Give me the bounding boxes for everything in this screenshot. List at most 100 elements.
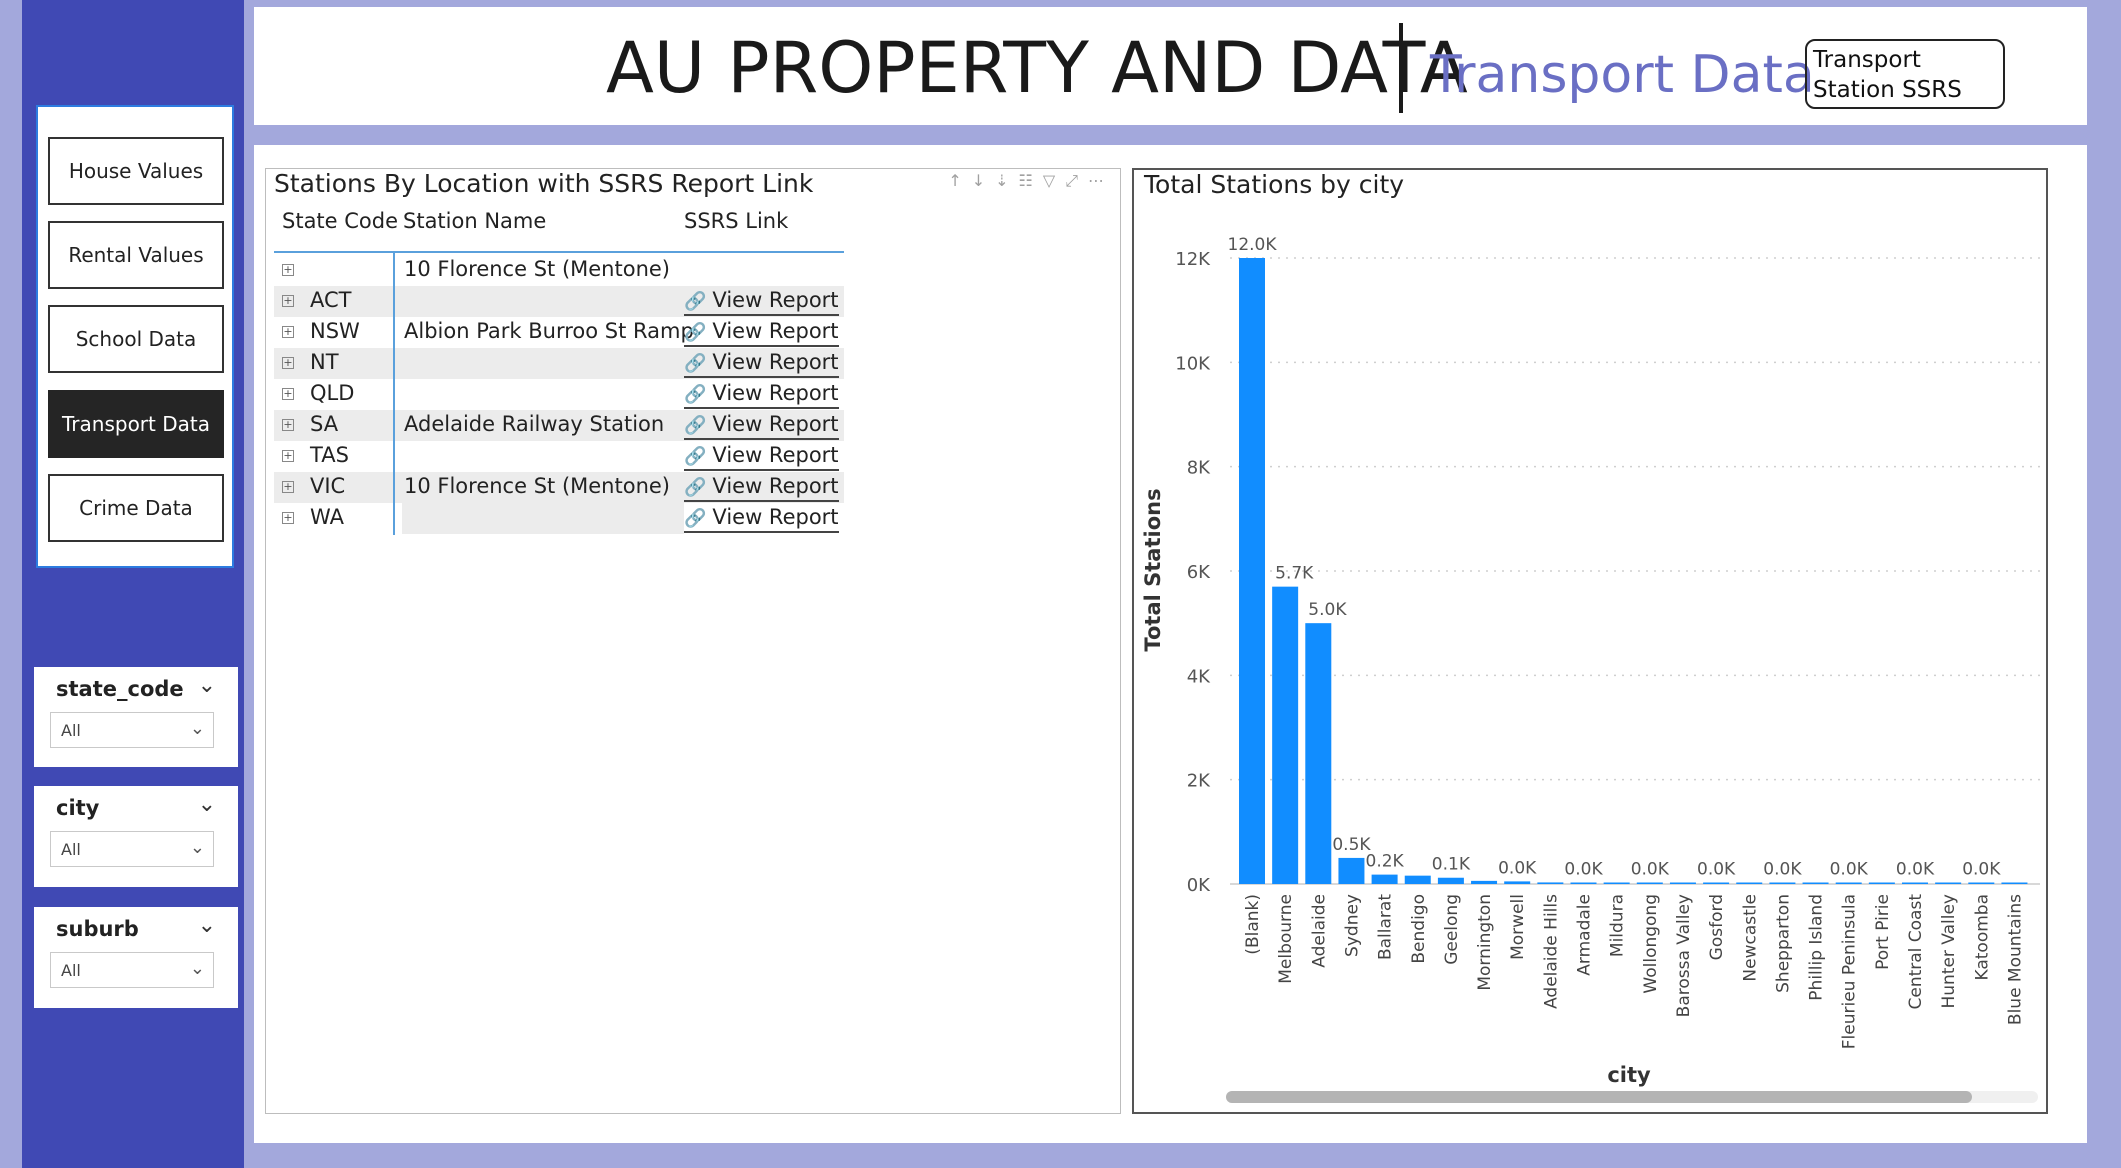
cell-bg xyxy=(402,286,684,317)
link-text: View Report xyxy=(712,350,839,374)
view-report-link[interactable]: 🔗 View Report xyxy=(684,505,839,533)
hierarchy-icon[interactable]: ☷ xyxy=(1018,171,1043,190)
y-axis-title: Total Stations xyxy=(1141,488,1165,651)
bar[interactable] xyxy=(1338,857,1365,884)
slicer-value: All xyxy=(61,720,81,740)
x-tick-label: Sydney xyxy=(1342,894,1362,957)
expand-icon[interactable]: + xyxy=(282,418,294,431)
x-tick-label: Fleurieu Peninsula xyxy=(1840,894,1860,1049)
link-icon: 🔗 xyxy=(684,291,707,312)
view-report-link[interactable]: 🔗 View Report xyxy=(684,474,839,502)
bar[interactable] xyxy=(1935,882,1962,885)
bar[interactable] xyxy=(1769,882,1796,885)
table-row: + VIC 10 Florence St (Mentone) 🔗 View Rep… xyxy=(274,472,844,503)
station-name-cell: Adelaide Railway Station xyxy=(404,412,665,436)
data-label: 5.0K xyxy=(1308,600,1347,620)
state-cell: ACT xyxy=(310,288,352,312)
x-tick-label: Morwell xyxy=(1508,894,1528,960)
x-tick-label: Port Pirie xyxy=(1873,894,1893,970)
scrollbar-thumb[interactable] xyxy=(1226,1091,1972,1103)
x-tick-label: Hunter Valley xyxy=(1939,894,1959,1009)
expand-icon[interactable]: + xyxy=(282,325,294,338)
suburb-dropdown[interactable]: All ⌄ xyxy=(50,952,214,988)
bar[interactable] xyxy=(1669,882,1696,885)
expand-icon[interactable]: + xyxy=(282,387,294,400)
station-name-cell: 10 Florence St (Mentone) xyxy=(404,474,670,498)
bar[interactable] xyxy=(1570,882,1597,885)
focus-mode-icon[interactable]: ⤢ xyxy=(1065,171,1088,190)
column-header-station-name[interactable]: Station Name xyxy=(403,209,547,233)
bar[interactable] xyxy=(1835,882,1862,885)
bar[interactable] xyxy=(1537,882,1564,884)
link-icon: 🔗 xyxy=(684,477,707,498)
view-report-link[interactable]: 🔗 View Report xyxy=(684,412,839,440)
bar[interactable] xyxy=(1371,874,1398,884)
filter-icon[interactable]: ▽ xyxy=(1042,171,1066,190)
table-title: Stations By Location with SSRS Report Li… xyxy=(274,169,814,198)
x-tick-label: Barossa Valley xyxy=(1674,894,1694,1017)
drill-down-icon[interactable]: ↓ xyxy=(971,171,996,190)
bar[interactable] xyxy=(1968,882,1995,885)
state-cell: NSW xyxy=(310,319,360,343)
expand-icon[interactable]: + xyxy=(282,356,294,369)
bar[interactable] xyxy=(1703,882,1730,885)
link-icon: 🔗 xyxy=(684,353,707,374)
expand-icon[interactable]: + xyxy=(282,449,294,462)
data-label: 5.7K xyxy=(1275,564,1314,584)
bar[interactable] xyxy=(1239,258,1265,884)
bar[interactable] xyxy=(1736,882,1763,885)
chevron-down-icon[interactable]: ⌄ xyxy=(197,673,216,698)
table-row: + TAS 🔗 View Report xyxy=(274,441,844,472)
column-header-ssrs-link[interactable]: SSRS Link xyxy=(684,209,789,233)
chevron-down-icon[interactable]: ⌄ xyxy=(197,792,216,817)
view-report-link[interactable]: 🔗 View Report xyxy=(684,443,839,471)
view-report-link[interactable]: 🔗 View Report xyxy=(684,350,839,378)
bar[interactable] xyxy=(1404,875,1431,884)
nav-rental-values-button[interactable]: Rental Values xyxy=(48,221,224,289)
data-label: 12.0K xyxy=(1228,235,1278,255)
view-report-link[interactable]: 🔗 View Report xyxy=(684,319,839,347)
bar[interactable] xyxy=(1504,881,1531,884)
link-text: View Report xyxy=(712,474,839,498)
visual-toolbar[interactable]: ↑↓⇣☷▽⤢⋯ xyxy=(948,171,1114,191)
bar[interactable] xyxy=(1305,623,1332,884)
expand-icon[interactable]: + xyxy=(282,511,294,524)
expand-icon[interactable]: + xyxy=(282,263,294,276)
y-tick-label: 2K xyxy=(1187,771,1211,792)
view-report-link[interactable]: 🔗 View Report xyxy=(684,288,839,316)
bar[interactable] xyxy=(1272,586,1299,884)
table-row: + WA 🔗 View Report xyxy=(274,503,844,534)
view-report-link[interactable]: 🔗 View Report xyxy=(684,381,839,409)
transport-station-ssrs-button[interactable]: Transport Station SSRS xyxy=(1805,39,2005,109)
bar[interactable] xyxy=(2001,882,2028,885)
link-text: View Report xyxy=(712,443,839,467)
bar[interactable] xyxy=(1603,882,1630,885)
data-label: 0.5K xyxy=(1332,835,1371,855)
y-tick-label: 4K xyxy=(1187,666,1211,687)
expand-icon[interactable]: + xyxy=(282,294,294,307)
column-header-state-code[interactable]: State Code xyxy=(282,209,399,233)
bar[interactable] xyxy=(1868,882,1895,885)
state-code-dropdown[interactable]: All ⌄ xyxy=(50,712,214,748)
nav-school-data-button[interactable]: School Data xyxy=(48,305,224,373)
bar[interactable] xyxy=(1636,882,1663,885)
slicer-title: state_code xyxy=(56,677,184,701)
bar[interactable] xyxy=(1437,877,1464,884)
drill-up-icon[interactable]: ↑ xyxy=(948,171,972,190)
table-row: + QLD 🔗 View Report xyxy=(274,379,844,410)
x-axis-title: city xyxy=(1607,1063,1651,1087)
x-tick-label: Ballarat xyxy=(1376,894,1396,960)
bar[interactable] xyxy=(1471,880,1498,884)
expand-all-icon[interactable]: ⇣ xyxy=(995,171,1019,190)
x-tick-label: Gosford xyxy=(1707,894,1727,960)
city-dropdown[interactable]: All ⌄ xyxy=(50,831,214,867)
bar[interactable] xyxy=(1902,882,1928,885)
nav-house-values-button[interactable]: House Values xyxy=(48,137,224,205)
more-options-icon[interactable]: ⋯ xyxy=(1088,171,1114,190)
bar[interactable] xyxy=(1802,882,1829,885)
nav-transport-data-button[interactable]: Transport Data xyxy=(48,390,224,458)
expand-icon[interactable]: + xyxy=(282,480,294,493)
nav-crime-data-button[interactable]: Crime Data xyxy=(48,474,224,542)
chevron-down-icon[interactable]: ⌄ xyxy=(197,913,216,938)
header-divider xyxy=(274,251,844,253)
